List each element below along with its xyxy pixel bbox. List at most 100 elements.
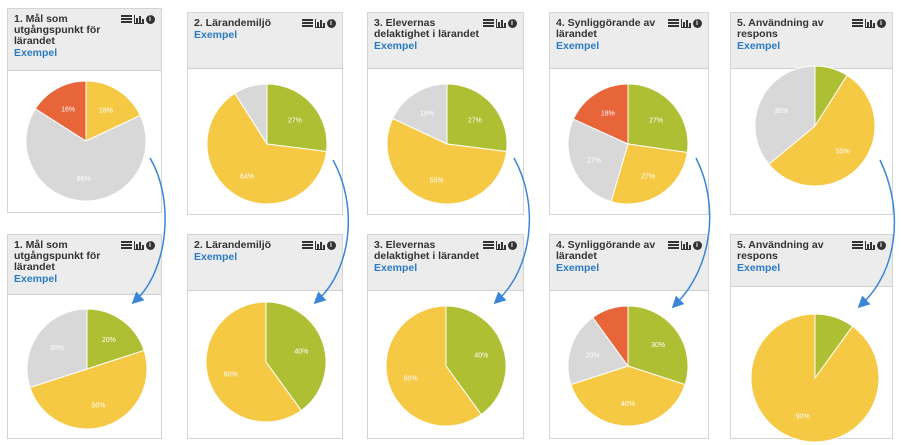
slice-label: 27% bbox=[641, 173, 655, 180]
chart-card: 2. Lärandemiljö Exempel i 27% 64% bbox=[187, 12, 343, 215]
card-title: 5. Användning av respons bbox=[737, 17, 824, 40]
list-icon[interactable] bbox=[668, 241, 679, 250]
chart-card: 4. Synliggörande av lärandet Exempel i 30% 4… bbox=[549, 234, 709, 439]
pie-slice[interactable] bbox=[627, 83, 689, 154]
pie-slice[interactable] bbox=[266, 83, 328, 153]
pie-chart: 40% 60% bbox=[385, 305, 507, 427]
example-link[interactable]: Exempel bbox=[374, 40, 418, 52]
card-header: 1. Mål som utgångspunkt för lärandet Exem… bbox=[8, 235, 161, 295]
bar-chart-icon[interactable] bbox=[315, 240, 325, 250]
chart-card: 1. Mål som utgångspunkt för lärandet Exem… bbox=[7, 234, 162, 439]
list-icon[interactable] bbox=[302, 19, 313, 28]
pie-slice[interactable] bbox=[86, 308, 145, 370]
pie-slice[interactable] bbox=[265, 301, 327, 412]
pie-slice[interactable] bbox=[754, 65, 816, 165]
bar-chart-icon[interactable] bbox=[315, 18, 325, 28]
pie-slice[interactable] bbox=[592, 305, 629, 368]
chart-card: 4. Synliggörande av lärandet Exempel i 27% 2… bbox=[549, 12, 709, 215]
pie-slice[interactable] bbox=[34, 80, 87, 142]
slice-label: 60% bbox=[404, 375, 418, 382]
pie-slice[interactable] bbox=[570, 365, 686, 427]
info-icon[interactable]: i bbox=[693, 240, 702, 250]
pie-chart: 40% 60% bbox=[205, 301, 327, 423]
list-icon[interactable] bbox=[121, 241, 132, 250]
info-icon[interactable]: i bbox=[693, 18, 702, 28]
list-icon[interactable] bbox=[483, 19, 494, 28]
info-icon[interactable]: i bbox=[146, 240, 155, 250]
slice-label: 20% bbox=[586, 353, 600, 360]
bar-chart-icon[interactable] bbox=[134, 14, 144, 24]
bar-chart-icon[interactable] bbox=[496, 240, 506, 250]
pie-slice[interactable] bbox=[29, 349, 148, 430]
info-icon[interactable]: i bbox=[508, 240, 517, 250]
list-icon[interactable] bbox=[121, 15, 132, 24]
bar-chart-icon[interactable] bbox=[681, 240, 691, 250]
slice-label: 55% bbox=[430, 178, 444, 185]
slice-label: 27% bbox=[468, 117, 482, 124]
chart-card: 3. Elevernas delaktighet i lärandet Exemp… bbox=[367, 12, 524, 215]
slice-label: 27% bbox=[288, 117, 302, 124]
card-header: 4. Synliggörande av lärandet Exempel i bbox=[550, 235, 708, 291]
slice-label: 55% bbox=[836, 149, 850, 156]
pie-slice[interactable] bbox=[750, 313, 880, 443]
pie-slice[interactable] bbox=[205, 301, 302, 423]
bar-chart-icon[interactable] bbox=[134, 240, 144, 250]
card-header: 1. Mål som utgångspunkt för lärandet Exem… bbox=[8, 9, 161, 71]
pie-chart: 20% 50% 30% bbox=[26, 308, 148, 430]
slice-label: 64% bbox=[240, 173, 254, 180]
pie-chart: 27% 55% 18% bbox=[386, 83, 508, 205]
card-header: 2. Lärandemiljö Exempel i bbox=[188, 13, 342, 69]
list-icon[interactable] bbox=[302, 241, 313, 250]
pie-chart: 30% 40% 20% bbox=[567, 305, 689, 427]
example-link[interactable]: Exempel bbox=[556, 40, 600, 52]
pie-slice[interactable] bbox=[567, 316, 629, 386]
example-link[interactable]: Exempel bbox=[14, 47, 58, 59]
info-icon[interactable]: i bbox=[877, 240, 886, 250]
list-icon[interactable] bbox=[852, 241, 863, 250]
info-icon[interactable]: i bbox=[327, 240, 336, 250]
example-link[interactable]: Exempel bbox=[556, 262, 600, 274]
example-link[interactable]: Exempel bbox=[194, 29, 238, 41]
bar-chart-icon[interactable] bbox=[865, 18, 875, 28]
pie-slice[interactable] bbox=[26, 308, 88, 389]
pie-slice[interactable] bbox=[446, 83, 508, 153]
bar-chart-icon[interactable] bbox=[496, 18, 506, 28]
pie-slice[interactable] bbox=[85, 80, 141, 142]
pie-slice[interactable] bbox=[234, 83, 268, 146]
pie-slice[interactable] bbox=[768, 74, 876, 187]
slice-label: 18% bbox=[601, 111, 615, 118]
card-title: 2. Lärandemiljö bbox=[194, 17, 272, 29]
pie-chart: 55% 36% bbox=[754, 65, 876, 187]
pie-slice[interactable] bbox=[445, 305, 507, 416]
pie-slice[interactable] bbox=[25, 108, 147, 202]
info-icon[interactable]: i bbox=[146, 14, 155, 24]
card-title: 4. Synliggörande av lärandet bbox=[556, 239, 656, 262]
example-link[interactable]: Exempel bbox=[194, 251, 238, 263]
example-link[interactable]: Exempel bbox=[374, 262, 418, 274]
example-link[interactable]: Exempel bbox=[737, 40, 781, 52]
pie-slice[interactable] bbox=[567, 118, 629, 203]
card-header: 4. Synliggörande av lärandet Exempel i bbox=[550, 13, 708, 69]
slice-label: 30% bbox=[651, 342, 665, 349]
info-icon[interactable]: i bbox=[877, 18, 886, 28]
example-link[interactable]: Exempel bbox=[737, 262, 781, 274]
card-title: 1. Mål som utgångspunkt för lärandet bbox=[14, 239, 101, 273]
list-icon[interactable] bbox=[668, 19, 679, 28]
pie-slice[interactable] bbox=[572, 83, 629, 145]
pie-slice[interactable] bbox=[392, 83, 448, 145]
chart-card: 1. Mål som utgångspunkt för lärandet Exem… bbox=[7, 8, 162, 213]
pie-slice[interactable] bbox=[206, 92, 328, 205]
pie-slice[interactable] bbox=[385, 305, 482, 427]
bar-chart-icon[interactable] bbox=[681, 18, 691, 28]
slice-label: 27% bbox=[649, 118, 663, 125]
info-icon[interactable]: i bbox=[508, 18, 517, 28]
list-icon[interactable] bbox=[852, 19, 863, 28]
list-icon[interactable] bbox=[483, 241, 494, 250]
pie-slice[interactable] bbox=[627, 305, 689, 386]
card-header: 3. Elevernas delaktighet i lärandet Exemp… bbox=[368, 235, 523, 291]
example-link[interactable]: Exempel bbox=[14, 273, 58, 285]
bar-chart-icon[interactable] bbox=[865, 240, 875, 250]
pie-chart: 18% 66% 16% bbox=[25, 80, 147, 202]
pie-chart: 27% 64% bbox=[206, 83, 328, 205]
info-icon[interactable]: i bbox=[327, 18, 336, 28]
